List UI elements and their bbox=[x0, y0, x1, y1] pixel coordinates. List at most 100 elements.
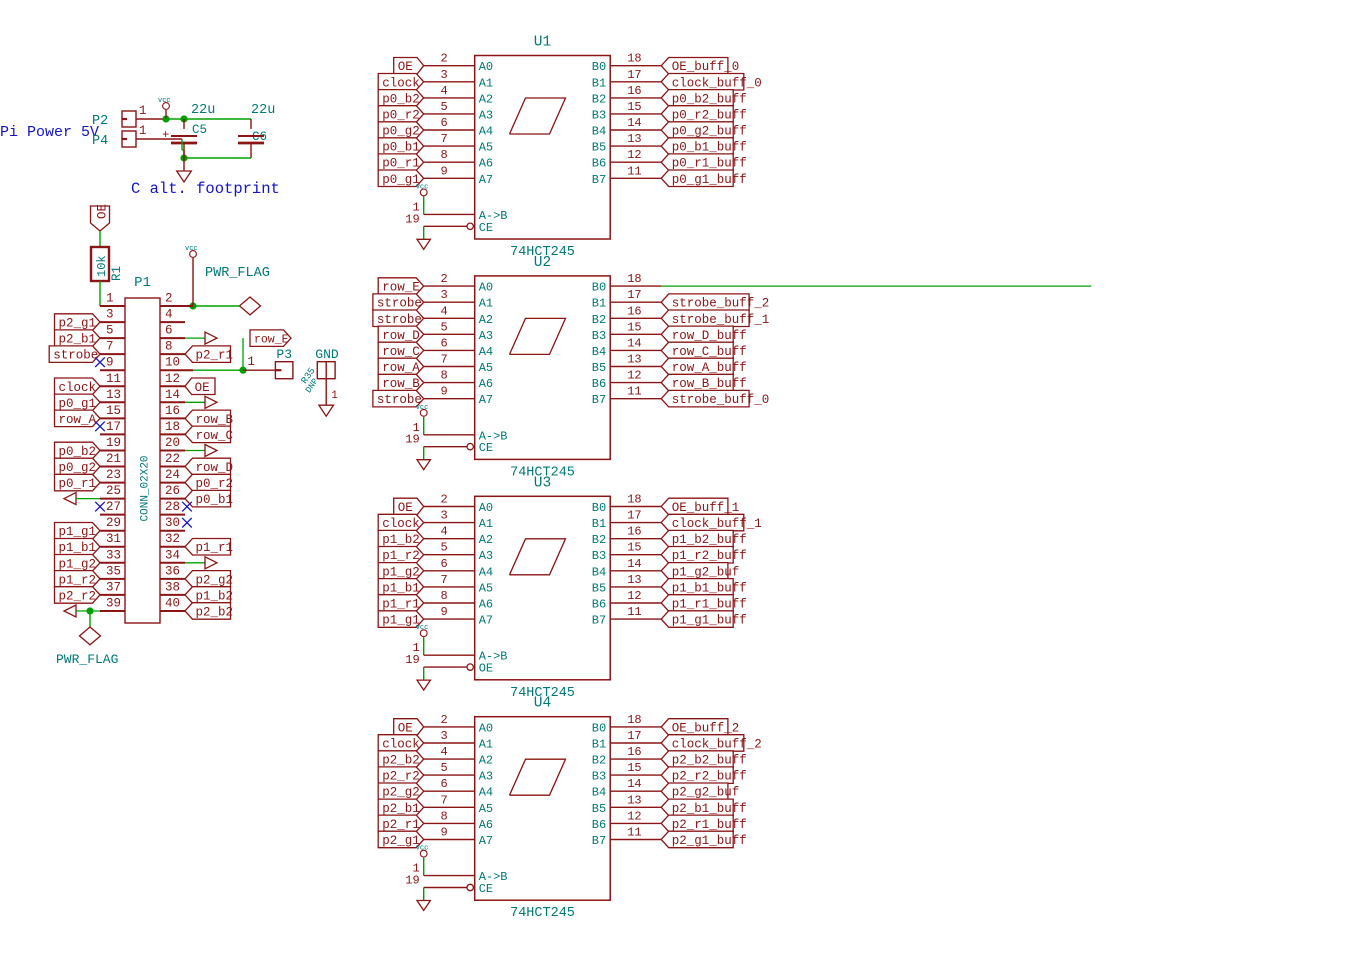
svg-text:4: 4 bbox=[440, 304, 447, 318]
svg-text:B5: B5 bbox=[592, 361, 606, 375]
svg-text:U4: U4 bbox=[534, 696, 551, 712]
svg-text:1: 1 bbox=[331, 390, 338, 402]
svg-text:P3: P3 bbox=[276, 347, 292, 362]
svg-text:p2_r2: p2_r2 bbox=[59, 589, 97, 603]
svg-text:A2: A2 bbox=[479, 92, 493, 106]
svg-text:vcc: vcc bbox=[185, 245, 198, 253]
svg-text:23: 23 bbox=[106, 468, 121, 482]
svg-text:1: 1 bbox=[247, 355, 255, 369]
svg-text:19: 19 bbox=[405, 874, 419, 888]
svg-text:33: 33 bbox=[106, 548, 121, 562]
svg-text:3: 3 bbox=[106, 308, 114, 322]
svg-text:B0: B0 bbox=[592, 501, 606, 515]
svg-text:18: 18 bbox=[627, 52, 641, 66]
svg-text:p2_r1: p2_r1 bbox=[196, 349, 234, 363]
svg-text:PWR_FLAG: PWR_FLAG bbox=[56, 652, 118, 667]
svg-text:A6: A6 bbox=[479, 157, 493, 171]
svg-text:22u: 22u bbox=[191, 103, 215, 118]
svg-text:14: 14 bbox=[627, 336, 641, 350]
svg-text:clock: clock bbox=[382, 517, 420, 531]
svg-text:A1: A1 bbox=[479, 738, 493, 752]
svg-text:B0: B0 bbox=[592, 281, 606, 295]
svg-text:2: 2 bbox=[440, 272, 447, 286]
svg-text:9: 9 bbox=[440, 605, 447, 619]
svg-text:p0_b1: p0_b1 bbox=[382, 141, 420, 155]
svg-text:row_D_buff: row_D_buff bbox=[672, 329, 747, 343]
svg-text:B4: B4 bbox=[592, 786, 606, 800]
svg-text:A5: A5 bbox=[479, 141, 493, 155]
svg-text:p1_r1: p1_r1 bbox=[382, 598, 420, 612]
svg-text:p1_b2_buff: p1_b2_buff bbox=[672, 533, 747, 547]
svg-text:22: 22 bbox=[165, 452, 180, 466]
svg-text:A4: A4 bbox=[479, 345, 493, 359]
svg-text:A2: A2 bbox=[479, 313, 493, 327]
svg-text:p1_b2: p1_b2 bbox=[382, 533, 420, 547]
svg-text:10k: 10k bbox=[95, 255, 109, 277]
svg-text:p0_r1: p0_r1 bbox=[382, 157, 420, 171]
svg-text:12: 12 bbox=[627, 589, 641, 603]
svg-text:GND: GND bbox=[315, 347, 339, 362]
svg-text:p2_g2_buf: p2_g2_buf bbox=[672, 786, 740, 800]
svg-text:clock: clock bbox=[382, 76, 420, 90]
svg-text:16: 16 bbox=[165, 404, 180, 418]
svg-text:p2_b2: p2_b2 bbox=[196, 606, 234, 620]
svg-text:vcc: vcc bbox=[158, 97, 171, 105]
svg-text:A3: A3 bbox=[479, 770, 493, 784]
svg-text:p0_r1_buff: p0_r1_buff bbox=[672, 157, 747, 171]
svg-text:16: 16 bbox=[627, 745, 641, 759]
svg-text:p2_b2: p2_b2 bbox=[382, 754, 420, 768]
svg-text:p0_r2: p0_r2 bbox=[382, 108, 420, 122]
svg-text:8: 8 bbox=[440, 809, 447, 823]
svg-text:P1: P1 bbox=[134, 275, 151, 291]
svg-text:p0_r2_buff: p0_r2_buff bbox=[672, 108, 747, 122]
svg-text:36: 36 bbox=[165, 564, 180, 578]
svg-text:7: 7 bbox=[440, 793, 447, 807]
svg-text:p0_g2: p0_g2 bbox=[382, 125, 420, 139]
svg-text:A3: A3 bbox=[479, 549, 493, 563]
svg-text:17: 17 bbox=[627, 509, 641, 523]
svg-text:row_A: row_A bbox=[59, 413, 97, 427]
svg-text:row_D: row_D bbox=[196, 461, 234, 475]
svg-text:7: 7 bbox=[440, 353, 447, 367]
svg-text:strobe_buff_2: strobe_buff_2 bbox=[672, 297, 770, 311]
svg-text:B7: B7 bbox=[592, 834, 606, 848]
svg-text:9: 9 bbox=[440, 164, 447, 178]
svg-text:p1_g1: p1_g1 bbox=[382, 614, 420, 628]
svg-text:p0_g2_buff: p0_g2_buff bbox=[672, 125, 747, 139]
svg-text:p2_r1_buff: p2_r1_buff bbox=[672, 818, 747, 832]
svg-text:7: 7 bbox=[440, 573, 447, 587]
svg-text:3: 3 bbox=[440, 729, 447, 743]
svg-text:3: 3 bbox=[440, 509, 447, 523]
svg-text:p2_r1: p2_r1 bbox=[382, 818, 420, 832]
svg-text:19: 19 bbox=[405, 433, 419, 447]
svg-text:B7: B7 bbox=[592, 173, 606, 187]
svg-text:p2_g1: p2_g1 bbox=[382, 834, 420, 848]
svg-text:p2_g2: p2_g2 bbox=[196, 573, 234, 587]
svg-text:5: 5 bbox=[106, 324, 114, 338]
svg-text:8: 8 bbox=[440, 589, 447, 603]
svg-text:CONN_02X20: CONN_02X20 bbox=[140, 455, 152, 521]
svg-text:B1: B1 bbox=[592, 517, 606, 531]
svg-text:2: 2 bbox=[440, 493, 447, 507]
svg-text:p2_b1: p2_b1 bbox=[382, 802, 420, 816]
svg-text:p1_g2: p1_g2 bbox=[382, 565, 420, 579]
svg-text:29: 29 bbox=[106, 516, 121, 530]
svg-text:B3: B3 bbox=[592, 329, 606, 343]
svg-text:OE: OE bbox=[398, 721, 413, 735]
svg-text:p1_r1_buff: p1_r1_buff bbox=[672, 598, 747, 612]
svg-text:A7: A7 bbox=[479, 393, 493, 407]
svg-text:A5: A5 bbox=[479, 361, 493, 375]
svg-text:p2_b2_buff: p2_b2_buff bbox=[672, 754, 747, 768]
svg-text:11: 11 bbox=[627, 385, 641, 399]
svg-text:CE: CE bbox=[479, 441, 493, 455]
svg-text:A6: A6 bbox=[479, 818, 493, 832]
svg-text:15: 15 bbox=[627, 320, 641, 334]
svg-text:p2_r2_buff: p2_r2_buff bbox=[672, 770, 747, 784]
svg-text:9: 9 bbox=[440, 826, 447, 840]
svg-text:14: 14 bbox=[627, 777, 641, 791]
svg-text:row_B: row_B bbox=[196, 413, 234, 427]
svg-text:B4: B4 bbox=[592, 345, 606, 359]
svg-text:26: 26 bbox=[165, 484, 180, 498]
svg-text:clock_buff_1: clock_buff_1 bbox=[672, 517, 762, 531]
svg-text:p0_g1_buff: p0_g1_buff bbox=[672, 173, 747, 187]
